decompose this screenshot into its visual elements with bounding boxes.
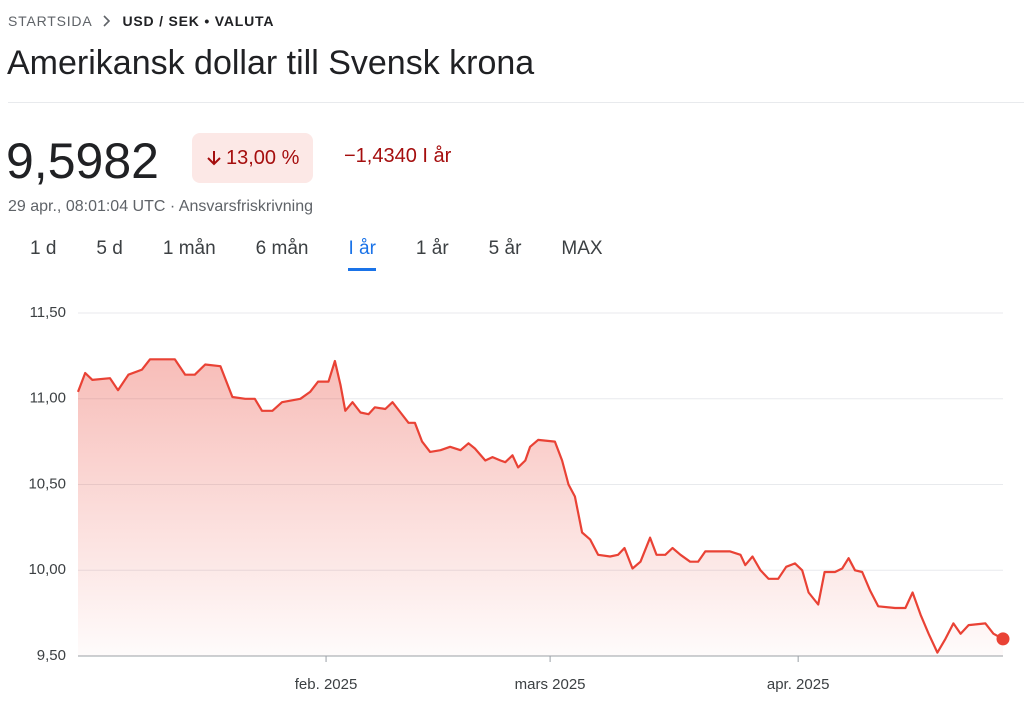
y-tick-label: 10,50	[28, 475, 66, 492]
breadcrumb: STARTSIDA USD / SEK • VALUTA	[8, 13, 274, 29]
chevron	[103, 15, 111, 27]
range-tab[interactable]: 1 mån	[162, 238, 216, 259]
area	[78, 359, 1003, 656]
y-tick-label: 11,50	[30, 304, 66, 321]
range-tab[interactable]: 5 år	[488, 238, 522, 259]
price-line	[76, 358, 1004, 654]
breadcrumb-current: USD / SEK • VALUTA	[122, 13, 275, 29]
y-tick-label: 9,50	[37, 647, 66, 664]
change-value: −1,4340 I år	[344, 145, 452, 167]
range-tab[interactable]: 5 d	[96, 238, 123, 259]
change-percent: 13,00 %	[226, 146, 300, 169]
divider	[8, 102, 1024, 103]
x-tick-label: mars 2025	[515, 676, 586, 693]
change-chip: 13,00 %	[192, 133, 314, 183]
timestamp: 29 apr., 08:01:04 UTC · Ansvarsfriskrivn…	[8, 198, 314, 215]
range-tab[interactable]: I år	[348, 236, 376, 271]
chart: 9,50 10,00 10,50 11,00 11,50 feb. 2025 mars 20…	[28, 304, 1010, 693]
y-tick-label: 10,00	[28, 561, 66, 578]
range-tab[interactable]: MAX	[561, 238, 603, 259]
x-tick-label: feb. 2025	[295, 676, 358, 693]
range-tab[interactable]: 1 år	[415, 238, 449, 259]
last-point	[996, 632, 1010, 646]
down-arrow	[207, 151, 221, 166]
y-tick-label: 11,00	[30, 390, 66, 407]
price: 9,5982	[6, 133, 159, 189]
breadcrumb-home[interactable]: STARTSIDA	[8, 13, 93, 29]
range-tab[interactable]: 6 mån	[255, 238, 309, 259]
range-tabs: 1 d 5 d 1 mån 6 mån I år 1 år 5 år MAX	[30, 236, 643, 271]
range-tab[interactable]: 1 d	[30, 238, 57, 259]
page-title: Amerikansk dollar till Svensk krona	[7, 44, 535, 82]
x-tick-label: apr. 2025	[767, 676, 830, 693]
